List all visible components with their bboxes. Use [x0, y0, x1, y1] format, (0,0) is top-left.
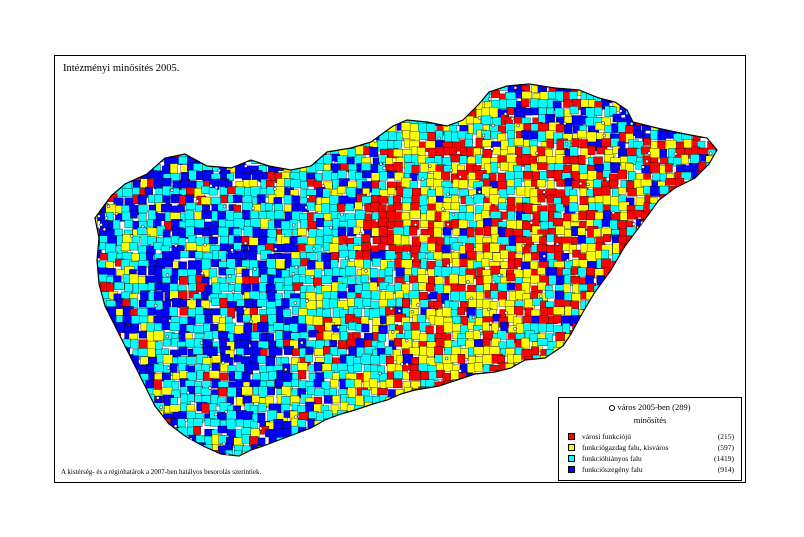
legend-count: (215) [717, 432, 734, 441]
city-dot-icon [609, 405, 616, 412]
legend-swatch-cyan [568, 455, 575, 462]
legend-label: funkciószegény falu [582, 465, 643, 474]
legend-item-lacking-village: funkcióhiányos falu (1419) [568, 454, 734, 464]
legend-swatch-blue [568, 466, 575, 473]
legend-city-marker: város 2005-ben (289) [559, 402, 741, 412]
legend-count: (1419) [714, 454, 734, 463]
legend-city-label: város 2005-ben (289) [617, 402, 691, 412]
legend-label: városi funkciójú [582, 432, 631, 441]
map-frame: Intézményi minősítés 2005. A kistérség- … [54, 55, 746, 483]
legend-swatch-red [568, 433, 575, 440]
legend-count: (914) [717, 465, 734, 474]
country-border [94, 83, 718, 457]
legend-label: funkcióhiányos falu [582, 454, 642, 463]
map-legend: város 2005-ben (289) minősítés városi fu… [558, 397, 742, 481]
hungary-map [94, 83, 718, 457]
legend-swatch-yellow [568, 444, 575, 451]
legend-item-urban: városi funkciójú (215) [568, 432, 734, 442]
legend-label: funkciógazdag falu, kisváros [582, 443, 669, 452]
legend-item-rich-village: funkciógazdag falu, kisváros (597) [568, 443, 734, 453]
legend-heading: minősítés [633, 415, 667, 425]
legend-item-poor-village: funkciószegény falu (914) [568, 465, 734, 475]
map-footnote: A kistérség- és a régióhatárok a 2007-be… [61, 468, 262, 476]
legend-count: (597) [717, 443, 734, 452]
map-title: Intézményi minősítés 2005. [63, 63, 180, 74]
